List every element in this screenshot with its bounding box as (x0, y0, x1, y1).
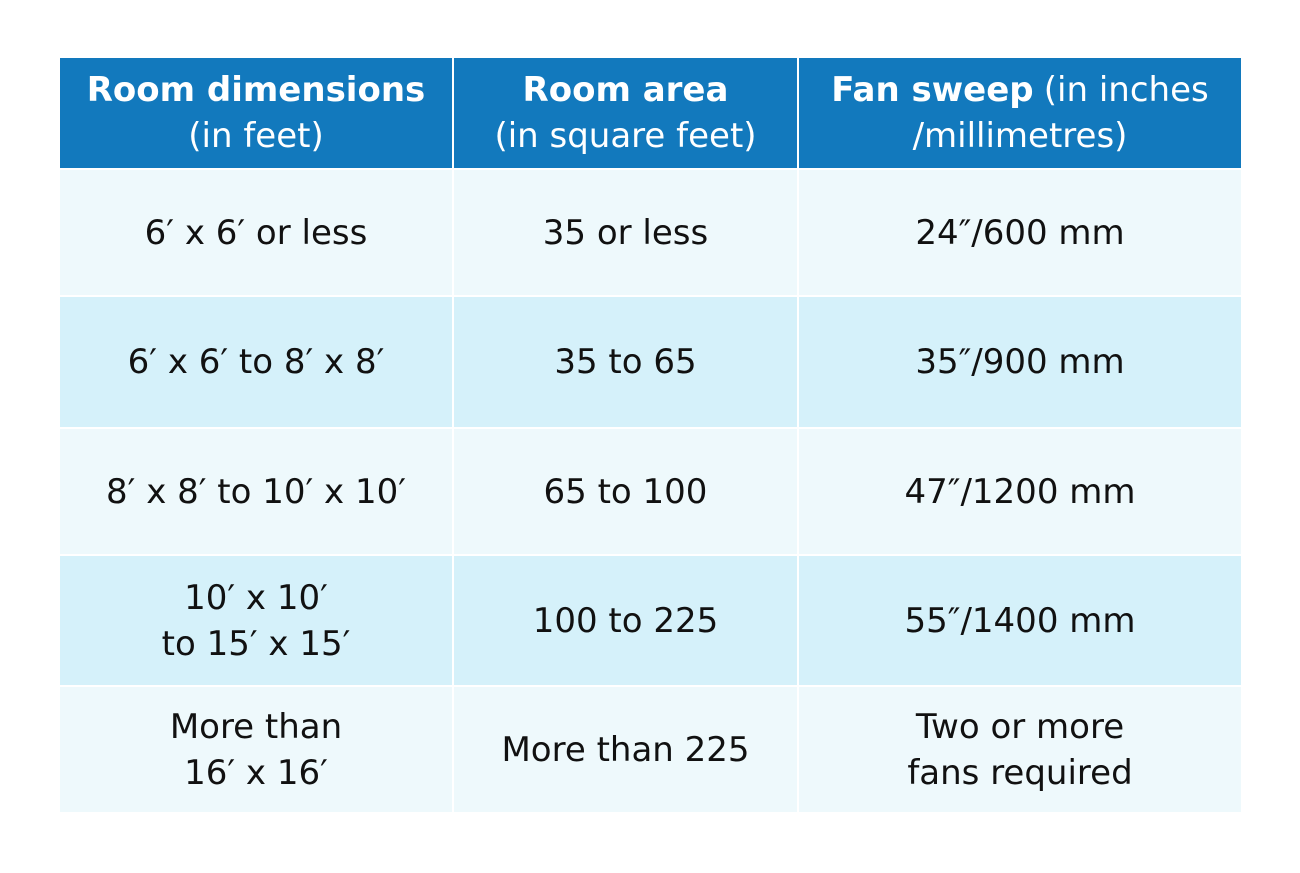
table-cell: 55″/1400 mm (799, 556, 1241, 685)
header-line: (in feet) (188, 113, 323, 159)
header-text: (in square feet) (494, 116, 757, 156)
cell-text: Two or more (915, 706, 1125, 747)
table-cell: 10′ x 10′ to 15′ x 15′ (60, 556, 452, 685)
header-text: Room dimensions (86, 70, 426, 110)
cell-text: 6′ x 6′ to 8′ x 8′ (127, 342, 385, 382)
table-cell: 100 to 225 (454, 556, 797, 685)
table-cell: 35 to 65 (454, 297, 797, 427)
header-line: /millimetres) (913, 113, 1128, 159)
table: Room dimensions (in feet) Room area (in squ… (60, 58, 1241, 812)
header-line: Room dimensions (87, 67, 426, 113)
table-cell: 35 or less (454, 170, 797, 295)
cell-text: to 15′ x 15′ (161, 623, 351, 664)
header-text: /millimetres) (912, 116, 1128, 156)
cell-text: 8′ x 8′ to 10′ x 10′ (106, 471, 406, 512)
header-cell: Room area (in square feet) (454, 58, 797, 168)
header-text: (in inches (1043, 70, 1209, 110)
table-cell: 47″/1200 mm (799, 429, 1241, 554)
cell-text: 10′ x 10′ (184, 577, 328, 618)
table-cell: Two or more fans required (799, 687, 1241, 812)
cell-text: 35 or less (542, 212, 709, 253)
cell-text: 47″/1200 mm (904, 471, 1136, 512)
table-cell: 65 to 100 (454, 429, 797, 554)
table-cell: 24″/600 mm (799, 170, 1241, 295)
table-cell: More than 16′ x 16′ (60, 687, 452, 812)
table-cell: 35″/900 mm (799, 297, 1241, 427)
cell-text: 16′ x 16′ (184, 752, 328, 793)
header-cell: Fan sweep (in inches/millimetres) (799, 58, 1241, 168)
table-cell: More than 225 (454, 687, 797, 812)
header-line: Fan sweep (in inches (831, 67, 1208, 113)
cell-text: 35 to 65 (554, 342, 697, 382)
header-text: (in feet) (188, 116, 324, 156)
table-cell: 8′ x 8′ to 10′ x 10′ (60, 429, 452, 554)
cell-text: 35″/900 mm (915, 342, 1125, 382)
cell-text: fans required (907, 752, 1133, 793)
header-cell: Room dimensions (in feet) (60, 58, 452, 168)
cell-text: 65 to 100 (543, 471, 708, 512)
cell-text: 6′ x 6′ or less (144, 212, 368, 253)
table-cell: 6′ x 6′ to 8′ x 8′ (60, 297, 452, 427)
cell-text: More than (169, 706, 343, 747)
header-line: Room area (523, 67, 729, 113)
header-text: Fan sweep (831, 70, 1034, 110)
cell-text: More than 225 (501, 729, 750, 770)
header-line: (in square feet) (494, 113, 756, 159)
table-cell: 6′ x 6′ or less (60, 170, 452, 295)
cell-text: 55″/1400 mm (904, 600, 1136, 641)
header-text: Room area (522, 70, 729, 110)
cell-text: 100 to 225 (532, 600, 719, 641)
cell-text: 24″/600 mm (915, 212, 1125, 253)
